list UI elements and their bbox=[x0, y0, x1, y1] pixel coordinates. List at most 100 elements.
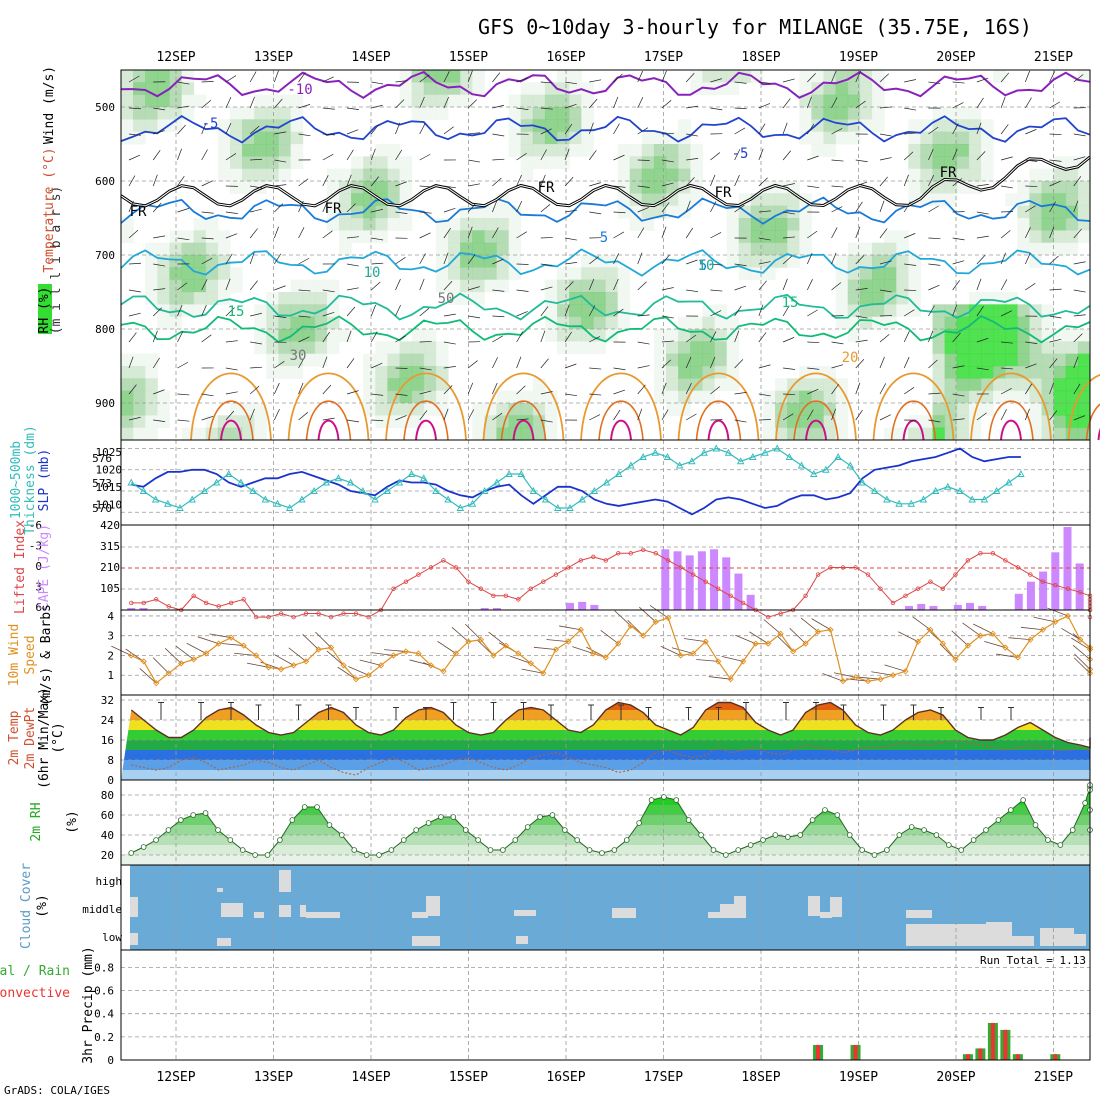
thickness-marker bbox=[261, 495, 270, 503]
upper-wind-barb bbox=[419, 410, 428, 421]
rh-shade-cell bbox=[581, 329, 594, 342]
rh-shade-cell bbox=[884, 427, 897, 441]
rh-shade-cell bbox=[387, 366, 401, 379]
upper-wind-barb bbox=[1049, 226, 1055, 239]
rh-shade-cell bbox=[472, 267, 485, 281]
warm-isotherm-arc bbox=[1085, 403, 1100, 441]
rh-shade-cell bbox=[871, 82, 885, 96]
rh-shade-cell bbox=[448, 94, 461, 108]
thickness-marker bbox=[980, 495, 989, 503]
upper-wind-barb bbox=[686, 158, 699, 161]
upper-wind-barb bbox=[177, 419, 190, 422]
rh-shade-cell bbox=[629, 205, 643, 219]
upper-wind-barb bbox=[201, 180, 213, 187]
upper-wind-barb bbox=[661, 226, 667, 239]
rh-shade-cell bbox=[617, 168, 631, 182]
thickness-marker bbox=[919, 495, 928, 503]
rh-shade-cell bbox=[666, 390, 679, 404]
cape-tick-label: 420 bbox=[100, 519, 120, 532]
rh-shade-cell bbox=[363, 218, 376, 231]
rh-shade-cell bbox=[653, 366, 667, 379]
upper-wind-barb bbox=[613, 278, 619, 291]
upper-wind-barb bbox=[879, 356, 885, 369]
rh-shade-cell bbox=[363, 156, 376, 170]
upper-wind-barb bbox=[540, 263, 553, 267]
rh-shade-cell bbox=[290, 279, 304, 293]
rh-shade-cell bbox=[956, 144, 970, 157]
rh-shade-cell bbox=[847, 107, 861, 120]
upper-wind-barb bbox=[201, 99, 212, 109]
wind10-marker bbox=[465, 638, 472, 645]
wind10-barb bbox=[649, 605, 669, 619]
bottom-date-label: 18SEP bbox=[741, 1070, 780, 1085]
rh-shade-cell bbox=[968, 341, 982, 355]
rh-shade-cell bbox=[508, 255, 522, 268]
upper-wind-barb bbox=[419, 390, 432, 395]
upper-wind-barb bbox=[419, 308, 430, 317]
rh-shade-cell bbox=[363, 378, 376, 392]
thickness-marker bbox=[151, 495, 160, 503]
li-marker bbox=[341, 611, 346, 616]
cape-bar bbox=[1075, 563, 1084, 610]
pressure-tick-label: 600 bbox=[95, 175, 115, 188]
thickness-marker bbox=[237, 478, 245, 486]
rh-shade-cell bbox=[217, 230, 231, 244]
upper-wind-barb bbox=[371, 281, 381, 291]
warm-isotherm-arc bbox=[988, 400, 1034, 441]
upper-wind-barb bbox=[685, 413, 697, 421]
thickness-label: Thickness (dm) bbox=[23, 425, 38, 535]
rh-shade-cell bbox=[363, 353, 376, 367]
upper-wind-barb bbox=[976, 97, 984, 109]
thickness-marker bbox=[517, 470, 526, 477]
rh-shade-cell bbox=[508, 131, 522, 145]
rh-shade-cell bbox=[387, 181, 401, 194]
rh-shade-cell bbox=[569, 304, 582, 318]
isotherm-label: 5 bbox=[600, 230, 608, 246]
rh-shade-cell bbox=[787, 390, 800, 404]
upper-wind-barb bbox=[346, 174, 352, 187]
rh-shade-cell bbox=[1053, 403, 1067, 416]
upper-wind-barb bbox=[734, 419, 747, 423]
upper-wind-barb bbox=[831, 70, 837, 83]
rh-shade-cell bbox=[435, 218, 449, 231]
temp-color-band bbox=[121, 740, 1090, 750]
upper-wind-barb bbox=[443, 280, 453, 291]
cloud-units: (%) bbox=[35, 894, 50, 917]
rh-shade-cell bbox=[1041, 427, 1055, 441]
rh-shade-cell bbox=[1077, 341, 1091, 355]
panel5-labels: 2m Temp 2m DewPt (6hr Min/Max) (°C) bbox=[7, 687, 66, 789]
wind10-marker bbox=[577, 626, 584, 633]
rh-shade-cell bbox=[532, 390, 546, 404]
rh-shade-cell bbox=[326, 329, 340, 342]
thickness-marker bbox=[395, 478, 404, 486]
rh-shade-cell bbox=[121, 94, 134, 108]
wind10-marker bbox=[552, 646, 559, 653]
rh-shade-cell bbox=[496, 230, 510, 244]
rh-shade-cell bbox=[411, 329, 425, 342]
upper-wind-barb bbox=[177, 282, 188, 291]
upper-wind-barb bbox=[710, 386, 721, 395]
upper-wind-barb bbox=[322, 133, 335, 136]
upper-wind-barb bbox=[152, 202, 162, 213]
upper-wind-barb bbox=[710, 331, 717, 343]
upper-wind-barb bbox=[492, 200, 498, 213]
upper-wind-barb bbox=[322, 356, 328, 369]
cape-bar bbox=[566, 602, 574, 610]
isotherm-label: FR bbox=[130, 204, 147, 220]
rh-shade-cell bbox=[835, 131, 849, 145]
upper-wind-barb bbox=[177, 393, 190, 396]
li-marker bbox=[1015, 565, 1021, 570]
rh-shade-cell bbox=[908, 255, 921, 268]
rh-shade-cell bbox=[290, 341, 304, 355]
thickness-marker bbox=[432, 487, 440, 494]
rh-shade-cell bbox=[920, 415, 934, 429]
upper-wind-barb bbox=[298, 71, 306, 83]
rh-shade-cell bbox=[690, 316, 703, 330]
rh-shade-cell bbox=[133, 107, 146, 120]
wind10-barb bbox=[221, 643, 244, 646]
cloud-block bbox=[830, 897, 842, 917]
upper-wind-barb bbox=[540, 204, 551, 213]
cloud-block bbox=[426, 896, 440, 916]
